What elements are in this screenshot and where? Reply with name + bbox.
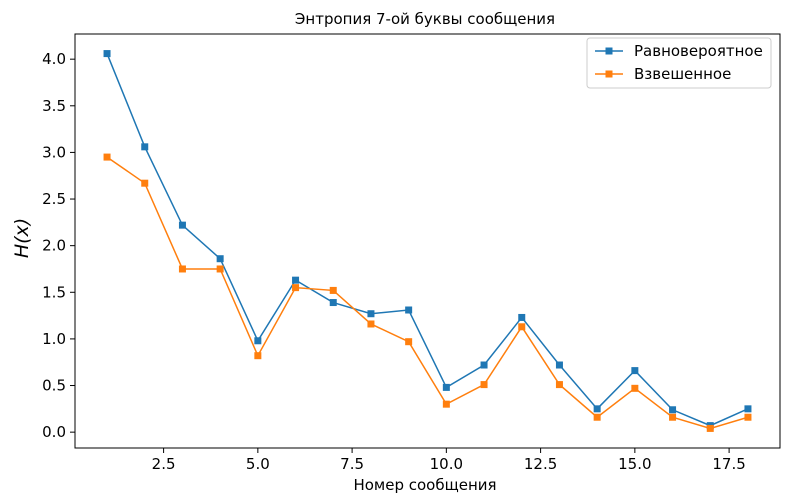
plot-area-frame [74, 33, 781, 449]
data-point [480, 381, 488, 389]
data-point [141, 179, 149, 187]
data-point [518, 313, 526, 321]
series-group [103, 50, 752, 432]
data-point [706, 424, 714, 432]
data-point [669, 413, 677, 421]
x-tick-label: 12.5 [524, 455, 557, 473]
legend-box [586, 37, 772, 89]
y-tick-label: 3.0 [42, 143, 66, 161]
data-point [555, 361, 563, 369]
y-tick-label: 0.5 [42, 377, 66, 395]
data-point [744, 413, 752, 421]
x-tick-label: 15.0 [618, 455, 651, 473]
data-point [367, 310, 375, 318]
data-point [141, 143, 149, 151]
y-tick-label: 1.5 [42, 283, 66, 301]
y-tick-label: 2.0 [42, 237, 66, 255]
data-point [518, 323, 526, 331]
x-tick-label: 17.5 [712, 455, 745, 473]
data-point [103, 153, 111, 161]
data-point [254, 337, 262, 345]
data-point [367, 320, 375, 328]
data-point [405, 338, 413, 346]
x-tick-label: 7.5 [340, 455, 364, 473]
data-point [442, 383, 450, 391]
x-tick-label: 10.0 [430, 455, 463, 473]
x-tick-label: 5.0 [246, 455, 270, 473]
series-2 [103, 153, 752, 432]
data-point [744, 405, 752, 413]
series-line [106, 156, 749, 430]
y-tick-label: 1.0 [42, 330, 66, 348]
data-point [669, 406, 677, 414]
data-point [405, 306, 413, 314]
x-tick-label: 2.5 [152, 455, 176, 473]
y-axis-label: H(x) [11, 218, 33, 258]
data-point [292, 284, 300, 292]
data-point [254, 352, 262, 360]
legend-marker [605, 70, 613, 78]
legend-label: Взвешенное [634, 65, 731, 83]
data-point [593, 413, 601, 421]
data-point [103, 50, 111, 58]
data-point [178, 265, 186, 273]
data-point [292, 276, 300, 284]
series-1 [103, 50, 752, 430]
data-point [555, 381, 563, 389]
data-point [480, 361, 488, 369]
y-tick-label: 0.0 [42, 423, 66, 441]
data-point [442, 400, 450, 408]
y-axis: 0.0 0.5 1.0 1.5 2.0 2.5 3.0 3.5 4.0 [42, 50, 75, 441]
legend: Равновероятное Взвешенное [586, 37, 772, 89]
y-tick-label: 4.0 [42, 50, 66, 68]
data-point [631, 384, 639, 392]
x-axis: 2.5 5.0 7.5 10.0 12.5 15.0 17.5 [152, 448, 746, 473]
data-point [329, 299, 337, 307]
data-point [329, 286, 337, 294]
x-axis-label: Номер сообщения [353, 476, 496, 494]
y-tick-label: 3.5 [42, 97, 66, 115]
y-tick-label: 2.5 [42, 190, 66, 208]
data-point [216, 255, 224, 263]
data-point [593, 405, 601, 413]
series-line [106, 53, 749, 427]
data-point [631, 367, 639, 375]
data-point [178, 221, 186, 229]
legend-marker [605, 47, 613, 55]
legend-label: Равновероятное [634, 42, 763, 60]
plot-frame [74, 33, 781, 449]
data-point [216, 265, 224, 273]
chart-title: Энтропия 7-ой буквы сообщения [295, 10, 555, 28]
